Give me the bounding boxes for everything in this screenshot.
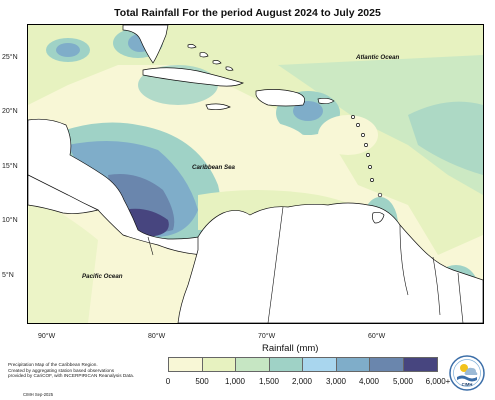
- credit-line: Precipitation Map of the Caribbean Regio…: [8, 362, 98, 367]
- rainfall-map: [27, 24, 484, 324]
- lon-label-90w: 90°W: [38, 333, 56, 340]
- lon-label-80w: 80°W: [148, 333, 166, 340]
- lat-label-5n: 5°N: [2, 272, 14, 279]
- legend-tick: 2,000: [291, 377, 313, 386]
- legend-swatch: [269, 358, 303, 371]
- logo-text: CIMH: [462, 382, 473, 387]
- lon-label-60w: 60°W: [368, 333, 386, 340]
- legend-swatch: [169, 358, 203, 371]
- atlantic-ocean-label: Atlantic Ocean: [356, 54, 400, 61]
- caribbean-sea-label: Caribbean Sea: [192, 164, 235, 171]
- legend-tick: 3,000: [325, 377, 347, 386]
- legend-title: Rainfall (mm): [262, 343, 319, 354]
- legend-tick: 5,000: [392, 377, 414, 386]
- legend-tick: 0: [165, 377, 171, 386]
- legend-swatch: [236, 358, 270, 371]
- legend-swatch: [202, 358, 236, 371]
- legend-swatch: [303, 358, 337, 371]
- legend-tick: 500: [195, 377, 209, 386]
- legend-tick: 1,500: [258, 377, 280, 386]
- lon-label-70w: 70°W: [258, 333, 276, 340]
- lat-label-20n: 20°N: [2, 108, 18, 115]
- legend-swatch: [403, 358, 437, 371]
- legend-tick: 1,000: [224, 377, 246, 386]
- legend-swatch: [336, 358, 370, 371]
- legend-tick: 4,000: [358, 377, 380, 386]
- lat-label-10n: 10°N: [2, 217, 18, 224]
- legend-color-bar: [168, 357, 438, 372]
- pacific-ocean-label: Pacific Ocean: [82, 273, 123, 280]
- credit-line: Created by aggregating station based obs…: [8, 367, 115, 373]
- legend-tick: 6,000+: [425, 377, 451, 386]
- map-title: Total Rainfall For the period August 202…: [114, 7, 381, 19]
- legend-swatch: [370, 358, 404, 371]
- lat-label-15n: 15°N: [2, 163, 18, 170]
- credit-line: provided by CariCOF, with INCERPIRICAN R…: [8, 373, 135, 379]
- credit-text: Precipitation Map of the Caribbean Regio…: [8, 362, 158, 379]
- lat-label-25n: 25°N: [2, 54, 18, 61]
- credit-date: CIMH Sep-2025: [23, 392, 54, 397]
- cimh-logo: CIMH: [449, 355, 485, 391]
